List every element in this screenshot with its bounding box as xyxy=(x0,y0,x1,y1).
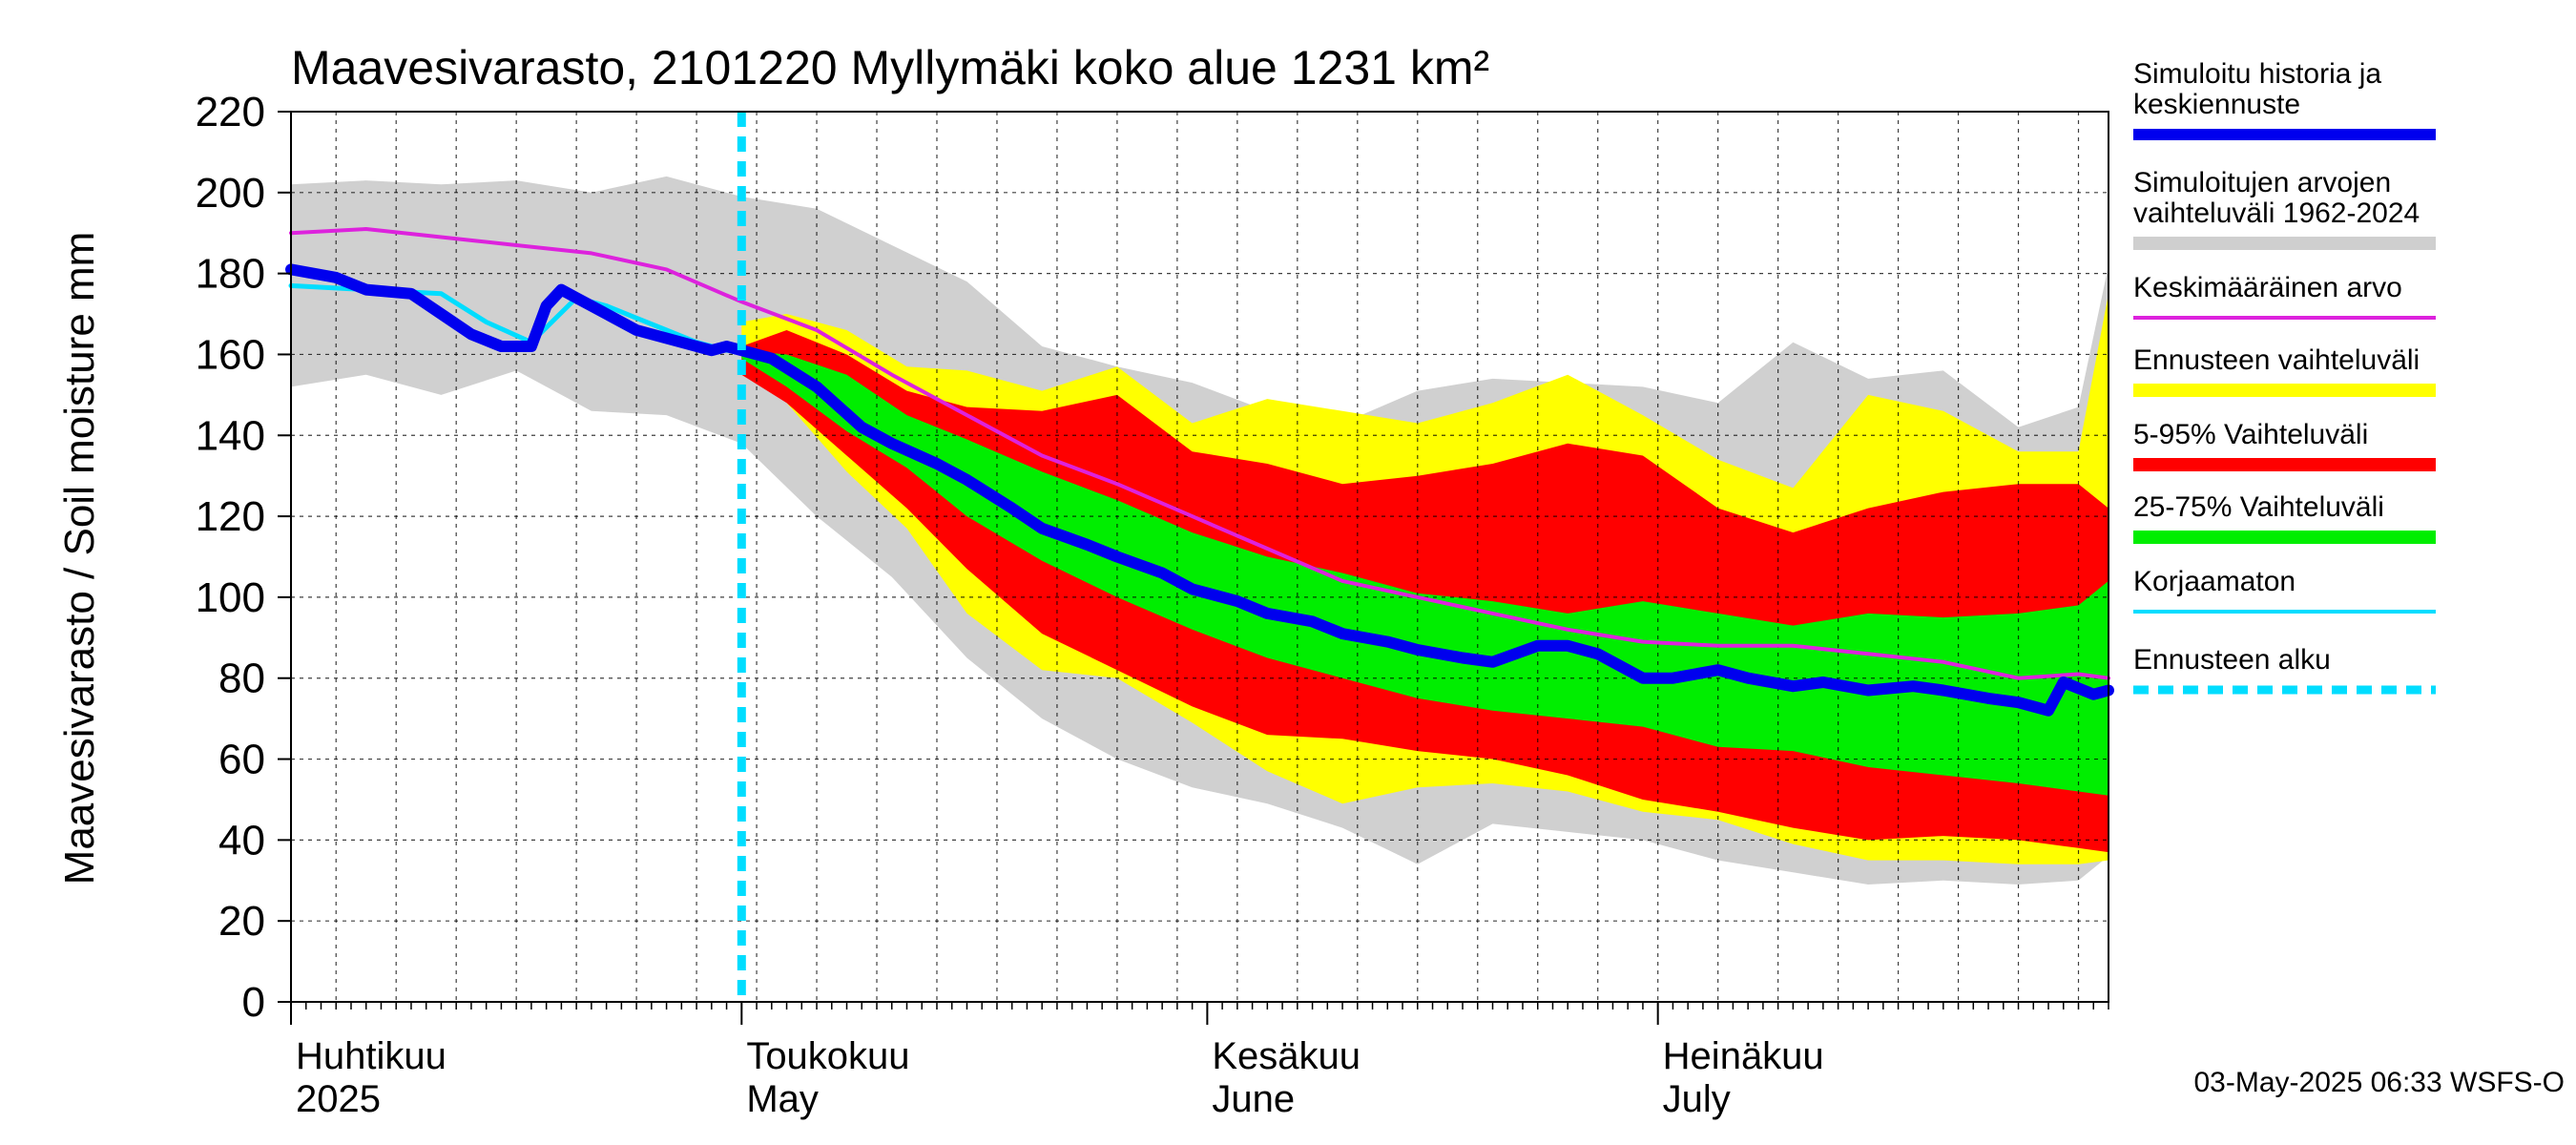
y-tick-label-40: 40 xyxy=(218,817,265,864)
legend-label: Ennusteen vaihteluväli xyxy=(2133,344,2420,376)
legend-label: Ennusteen alku xyxy=(2133,644,2331,676)
y-tick-label-20: 20 xyxy=(218,898,265,945)
month-label2-kes-kuu: June xyxy=(1212,1078,1295,1120)
y-axis-label: Maavesivarasto / Soil moisture mm xyxy=(56,232,103,885)
grid-layer xyxy=(291,112,2109,1002)
legend-label-line2: vaihteluväli 1962-2024 xyxy=(2133,198,2420,229)
month-label2-hein-kuu: July xyxy=(1663,1078,1731,1120)
y-tick-label-200: 200 xyxy=(196,170,265,217)
legend-label: Keskimääräinen arvo xyxy=(2133,272,2402,303)
legend-label: 5-95% Vaihteluväli xyxy=(2133,419,2368,450)
legend-label: 25-75% Vaihteluväli xyxy=(2133,491,2384,523)
legend-label-line2: keskiennuste xyxy=(2133,89,2300,120)
month-label-hein-kuu: Heinäkuu xyxy=(1663,1035,1824,1077)
series-simuloitu-historia-ja-keskiennuste xyxy=(285,263,2114,717)
month-label2-huhtikuu: 2025 xyxy=(296,1078,381,1120)
y-tick-label-140: 140 xyxy=(196,412,265,459)
timestamp: 03-May-2025 06:33 WSFS-O xyxy=(2194,1067,2566,1098)
legend-item-korjaamaton: Korjaamaton xyxy=(2133,566,2436,614)
y-tick-label-80: 80 xyxy=(218,656,265,702)
month-label-kes-kuu: Kesäkuu xyxy=(1212,1035,1361,1077)
y-tick-label-0: 0 xyxy=(242,979,265,1026)
series-layer xyxy=(285,112,2114,1002)
legend-item-ennusteen-vaihteluv-li: Ennusteen vaihteluväli xyxy=(2133,344,2436,397)
legend-item-25-75-vaihteluv-li: 25-75% Vaihteluväli xyxy=(2133,491,2436,544)
legend-item-5-95-vaihteluv-li: 5-95% Vaihteluväli xyxy=(2133,419,2436,471)
month-label-huhtikuu: Huhtikuu xyxy=(296,1035,447,1077)
legend-item-keskim-r-inen-arvo: Keskimääräinen arvo xyxy=(2133,272,2436,320)
y-tick-label-60: 60 xyxy=(218,737,265,783)
y-tick-label-220: 220 xyxy=(196,89,265,135)
chart-title: Maavesivarasto, 2101220 Myllymäki koko a… xyxy=(291,41,1489,94)
y-tick-label-100: 100 xyxy=(196,574,265,621)
legend-label: Korjaamaton xyxy=(2133,566,2296,597)
axes-layer: 0 20 40 60 80 100 120 140 160 180 200 220 Huhtikuu20… xyxy=(196,89,2109,1120)
plot-frame xyxy=(290,111,2109,1003)
y-tick-label-180: 180 xyxy=(196,251,265,298)
series-keskim-r-inen-arvo xyxy=(289,227,2110,680)
legend: Simuloitu historia jakeskiennusteSimuloi… xyxy=(2133,58,2436,695)
month-label-toukokuu: Toukokuu xyxy=(746,1035,909,1077)
bands-layer xyxy=(291,176,2109,885)
y-tick-label-120: 120 xyxy=(196,493,265,540)
y-tick-label-160: 160 xyxy=(196,331,265,378)
legend-label: Simuloitu historia ja xyxy=(2133,58,2381,90)
month-label2-toukokuu: May xyxy=(746,1078,819,1120)
legend-label: Simuloitujen arvojen xyxy=(2133,167,2391,198)
legend-item-ennusteen-alku: Ennusteen alku xyxy=(2133,644,2436,695)
